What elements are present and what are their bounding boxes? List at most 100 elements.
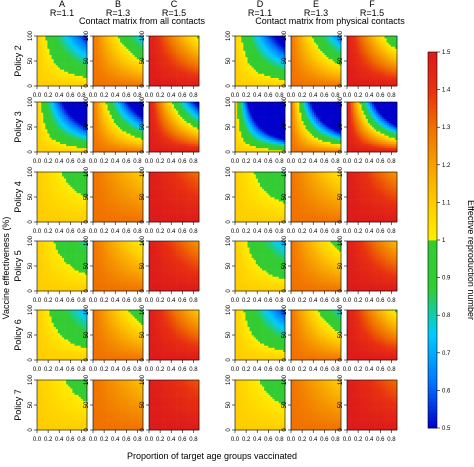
heatmap-cell <box>163 56 166 60</box>
heatmap-cell <box>118 133 121 136</box>
x-tick-label: 0.2 <box>354 93 363 99</box>
heatmap-cell <box>272 40 275 43</box>
heatmap-cell <box>149 65 152 68</box>
heatmap-cell <box>84 127 88 130</box>
heatmap-cell <box>126 75 129 78</box>
heatmap-cell <box>347 36 350 39</box>
heatmap-cell <box>174 79 177 83</box>
heatmap-cell <box>120 48 123 51</box>
heatmap-cell <box>97 137 100 140</box>
heatmap-cell <box>138 116 142 119</box>
heatmap-cell <box>134 77 138 81</box>
heatmap-cell <box>124 110 127 113</box>
heatmap-cell <box>163 102 166 105</box>
heatmap-cell <box>76 36 79 39</box>
heatmap-cell <box>118 42 121 45</box>
heatmap-cell <box>282 77 286 81</box>
heatmap-cell <box>51 44 54 47</box>
heatmap-cell <box>186 46 189 49</box>
heatmap-cell <box>171 69 175 72</box>
heatmap-cell <box>115 54 119 58</box>
heatmap-cell <box>184 58 187 62</box>
heatmap-cell <box>111 58 115 62</box>
heatmap-cell <box>178 44 181 47</box>
heatmap-cell <box>59 40 63 43</box>
heatmap-cell <box>165 139 169 142</box>
heatmap-cell <box>95 129 98 132</box>
heatmap-cell <box>394 69 398 72</box>
heatmap-cell <box>349 75 352 78</box>
heatmap-cell <box>384 75 387 78</box>
column-group-label-physical: Contact matrix from physical contacts <box>255 16 405 26</box>
heatmap-cell <box>122 61 125 64</box>
heatmap-cell <box>351 48 354 51</box>
heatmap-cell <box>318 54 321 58</box>
heatmap-cell <box>280 58 284 62</box>
heatmap-cell <box>394 73 398 76</box>
heatmap-cell <box>190 50 194 53</box>
heatmap-cell <box>74 135 77 138</box>
heatmap-cell <box>276 69 280 72</box>
heatmap-cell <box>97 143 100 147</box>
heatmap-cell <box>347 42 350 45</box>
heatmap-cell <box>260 67 263 70</box>
heatmap-cell <box>262 61 265 64</box>
heatmap-cell <box>299 50 302 53</box>
heatmap-cell <box>386 40 389 43</box>
heatmap-cell <box>128 108 131 111</box>
heatmap-cell <box>128 143 131 147</box>
heatmap-cell <box>255 42 259 45</box>
heatmap-cell <box>171 36 175 39</box>
heatmap-cell <box>336 83 340 87</box>
heatmap-cell <box>376 77 379 81</box>
heatmap-cell <box>49 110 52 113</box>
heatmap-cell <box>272 69 275 72</box>
heatmap-cell <box>120 135 123 138</box>
heatmap-cell <box>51 110 54 113</box>
heatmap-cell <box>155 71 158 74</box>
heatmap-cell <box>186 56 189 60</box>
heatmap-cell <box>303 50 306 53</box>
heatmap-cell <box>318 46 321 49</box>
heatmap-cell <box>311 36 315 39</box>
heatmap-cell <box>247 54 250 58</box>
heatmap-cell <box>192 79 196 83</box>
heatmap-cell <box>68 102 71 105</box>
heatmap-cell <box>93 52 96 56</box>
heatmap-cell <box>196 81 200 85</box>
heatmap-cell <box>37 71 40 74</box>
heatmap-cell <box>115 52 119 56</box>
heatmap-cell <box>334 36 338 39</box>
heatmap-cell <box>363 77 367 81</box>
heatmap-cell <box>349 44 352 47</box>
heatmap-cell <box>140 129 144 132</box>
heatmap-cell <box>188 48 191 51</box>
heatmap-cell <box>188 75 191 78</box>
heatmap-cell <box>124 145 127 149</box>
heatmap-cell <box>305 38 308 41</box>
heatmap-cell <box>363 71 367 74</box>
heatmap-cell <box>155 58 158 62</box>
heatmap-cell <box>113 75 117 78</box>
heatmap-cell <box>51 129 54 132</box>
heatmap-cell <box>82 110 86 113</box>
heatmap-cell <box>105 61 108 64</box>
heatmap-cell <box>122 42 125 45</box>
heatmap-cell <box>349 61 352 64</box>
heatmap-cell <box>37 58 40 62</box>
heatmap-cell <box>245 54 248 58</box>
heatmap-cell <box>182 44 185 47</box>
heatmap-cell <box>134 141 138 144</box>
heatmap-cell <box>305 67 308 70</box>
heatmap-cell <box>307 38 311 41</box>
heatmap-cell <box>159 133 162 136</box>
heatmap-cell <box>268 58 271 62</box>
heatmap-cell <box>322 83 325 87</box>
heatmap-cell <box>307 58 311 62</box>
heatmap-cell <box>39 69 42 72</box>
heatmap-cell <box>155 116 158 119</box>
heatmap-cell <box>130 102 133 105</box>
heatmap-cell <box>74 143 77 147</box>
heatmap-cell <box>41 67 44 70</box>
